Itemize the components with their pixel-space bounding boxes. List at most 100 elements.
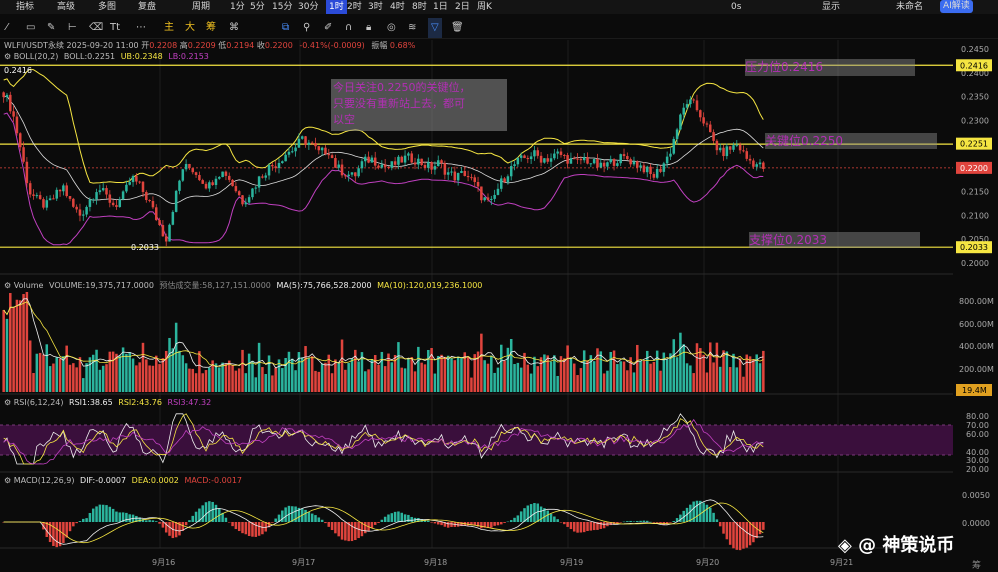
volume-bar xyxy=(509,338,513,392)
macd-bar xyxy=(241,522,244,534)
toolbar-right-2[interactable]: 未命名 xyxy=(896,2,924,12)
boll-settings-icon[interactable]: ⚙ xyxy=(4,52,12,61)
filter-icon[interactable]: ▽ xyxy=(428,18,442,38)
toolbar-item-7[interactable]: 15分 xyxy=(272,2,293,12)
volume-bar xyxy=(191,368,195,392)
macd-bar xyxy=(629,520,632,522)
toolbar-item-10[interactable]: 2时 xyxy=(347,2,362,12)
note-line-1: 今日关注0.2250的关键位， xyxy=(333,81,471,94)
candle-body xyxy=(320,147,324,151)
ai-analysis-button[interactable]: AI解读 xyxy=(940,0,973,13)
edit-icon[interactable]: ✐ xyxy=(324,22,333,33)
toolbar-item-2[interactable]: 多图 xyxy=(98,2,117,12)
volume-bar xyxy=(516,362,520,392)
toolbar-item-5[interactable]: 1分 xyxy=(230,2,245,12)
text-tool-icon[interactable]: Tt xyxy=(110,22,121,33)
toolbar-item-6[interactable]: 5分 xyxy=(250,2,265,12)
candle-body xyxy=(370,157,374,163)
measure-tool-icon[interactable]: ⊢ xyxy=(68,22,77,33)
eraser-tool-icon[interactable]: ⌫ xyxy=(89,22,104,33)
volume-bar xyxy=(231,365,234,392)
toolbar-right-0[interactable]: 0s xyxy=(731,2,742,12)
candle-body xyxy=(108,194,112,203)
candle-body xyxy=(310,142,314,144)
macd-bar xyxy=(128,514,131,522)
trendline-tool-icon[interactable]: ⁄ xyxy=(6,22,8,33)
candle-body xyxy=(284,154,287,162)
toolbar-item-3[interactable]: 复盘 xyxy=(138,2,157,12)
layout-icon[interactable]: ⌘ xyxy=(229,22,239,33)
candle-body xyxy=(699,110,702,118)
toolbar-item-9[interactable]: 1时 xyxy=(326,0,347,14)
toolbar-item-11[interactable]: 3时 xyxy=(368,2,383,12)
volume-bar xyxy=(131,358,135,392)
volume-bar xyxy=(101,365,105,392)
visibility-icon[interactable]: ◎ xyxy=(387,22,396,33)
copy-icon[interactable]: ⧉ xyxy=(282,22,290,33)
volume-bar xyxy=(344,369,347,392)
candle-body xyxy=(705,123,709,125)
macd-bar xyxy=(72,522,75,527)
rsi-settings-icon[interactable]: ⚙ xyxy=(4,398,12,407)
candle-body xyxy=(413,162,417,165)
macd-bar xyxy=(486,522,490,528)
toolbar-item-1[interactable]: 高级 xyxy=(57,2,76,12)
volume-bar xyxy=(373,355,377,392)
rsi3-value: RSI3:47.32 xyxy=(167,398,212,407)
price-tag-key: 0.2251 xyxy=(960,140,988,149)
candle-body xyxy=(619,154,622,164)
brush-tool-icon[interactable]: ✎ xyxy=(47,22,56,33)
more-tools-icon[interactable]: ⋯ xyxy=(136,22,146,33)
toolbar-item-4[interactable]: 周期 xyxy=(192,2,211,12)
macd-bar xyxy=(523,508,526,522)
toolbar-item-16[interactable]: 周K xyxy=(477,2,492,12)
volume-bar xyxy=(294,370,297,392)
macd-bar xyxy=(513,517,516,522)
toolbar-item-13[interactable]: 8时 xyxy=(412,2,427,12)
boll-info: ⚙ BOLL(20,2) BOLL:0.2251 UB:0.2348 LB:0.… xyxy=(4,52,209,61)
volume-bar xyxy=(28,340,32,392)
toolbar-item-15[interactable]: 2日 xyxy=(455,2,470,12)
candle-body xyxy=(52,198,55,200)
chips-button[interactable]: 筹 xyxy=(206,22,216,33)
macd-bar xyxy=(88,512,92,522)
macd-bar xyxy=(456,522,460,527)
volume-bar xyxy=(450,358,453,392)
candle-body xyxy=(330,155,334,159)
magnet-icon[interactable]: ∩ xyxy=(345,22,353,33)
candle-body xyxy=(377,165,380,168)
candle-body xyxy=(679,114,682,130)
candle-body xyxy=(18,133,22,148)
price-tag-support-bg xyxy=(956,241,992,254)
rectangle-tool-icon[interactable]: ▭ xyxy=(26,22,36,33)
volume-bar xyxy=(728,367,732,392)
volume-settings-icon[interactable]: ⚙ xyxy=(4,281,12,290)
toolbar-right-1[interactable]: 显示 xyxy=(822,2,841,12)
candle-body xyxy=(307,142,311,145)
volume-bar xyxy=(178,350,181,392)
toolbar-item-12[interactable]: 4时 xyxy=(390,2,405,12)
candle-body xyxy=(446,172,450,175)
macd-bar xyxy=(145,520,148,522)
layers-icon[interactable]: ≋ xyxy=(408,22,417,33)
macd-bar xyxy=(58,522,62,547)
big-order-button[interactable]: 大 xyxy=(185,22,195,33)
toolbar-item-0[interactable]: 指标 xyxy=(16,2,35,12)
delete-icon[interactable]: 🗑︎ xyxy=(451,22,464,33)
link-icon[interactable]: ⚲ xyxy=(303,22,311,33)
macd-settings-icon[interactable]: ⚙ xyxy=(4,476,12,485)
candle-body xyxy=(158,220,161,226)
toolbar-item-14[interactable]: 1日 xyxy=(433,2,448,12)
toolbar-item-8[interactable]: 30分 xyxy=(298,2,319,12)
macd-bar xyxy=(400,512,404,522)
candle-body xyxy=(616,163,619,166)
candle-body xyxy=(105,188,108,195)
macd-bar xyxy=(105,505,108,522)
macd-bar xyxy=(271,522,274,523)
lock-icon[interactable]: 🔒︎ xyxy=(366,22,372,33)
macd-bar xyxy=(2,522,5,523)
main-indicator-button[interactable]: 主 xyxy=(164,22,174,33)
macd-bar xyxy=(509,520,513,522)
candle-body xyxy=(602,162,606,167)
